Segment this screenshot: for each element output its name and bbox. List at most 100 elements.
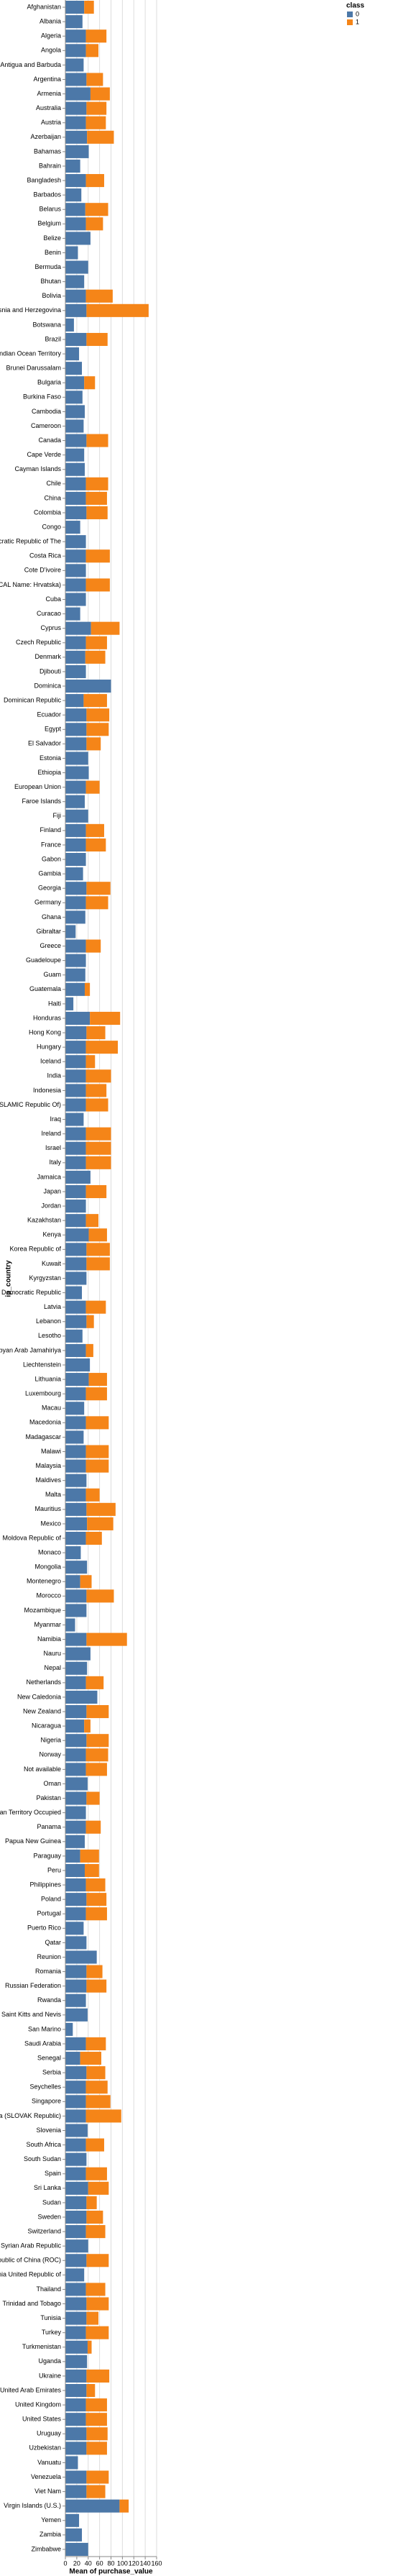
y-tick-label: Bangladesh xyxy=(27,176,61,183)
bar xyxy=(65,2383,87,2398)
bar xyxy=(65,1502,87,1516)
bar xyxy=(85,2095,111,2109)
y-tick-label: Algeria xyxy=(41,32,61,40)
y-tick-label: Austria xyxy=(41,119,61,126)
bar xyxy=(85,896,108,910)
y-tick-label: Benin xyxy=(45,249,61,256)
bar xyxy=(65,2095,86,2109)
bar xyxy=(65,1604,87,1617)
y-tick-label: Mongolia xyxy=(34,1563,61,1571)
y-tick-label: Kuwait xyxy=(42,1260,62,1267)
y-tick-label: Cuba xyxy=(45,595,61,603)
bar xyxy=(85,491,107,505)
bar xyxy=(86,2311,99,2325)
y-tick-label: Tanzania United Republic of xyxy=(0,2271,61,2278)
y-tick-label: China xyxy=(44,494,61,501)
bar xyxy=(86,1315,94,1328)
y-tick-label: Iraq xyxy=(50,1115,61,1123)
bar xyxy=(65,1965,87,1978)
bar xyxy=(85,1416,109,1430)
x-tick-label: 100 xyxy=(117,2559,128,2567)
bar xyxy=(65,1863,85,1878)
y-tick-label: Botswana xyxy=(32,321,61,328)
bar xyxy=(85,2138,104,2152)
y-tick-label: Uganda xyxy=(38,2357,61,2365)
bar xyxy=(65,2138,86,2152)
x-tick-label: 160 xyxy=(151,2559,162,2567)
y-tick-label: Philippines xyxy=(29,1881,61,1888)
bar xyxy=(86,737,101,751)
y-tick-label: Brunei Darussalam xyxy=(6,365,61,372)
bar xyxy=(65,939,86,953)
bar xyxy=(88,1373,107,1387)
bar xyxy=(65,1373,89,1387)
bar xyxy=(85,2413,107,2426)
bar xyxy=(65,506,87,520)
bar xyxy=(65,1531,86,1545)
y-tick-label: El Salvador xyxy=(28,740,61,747)
bar xyxy=(65,2485,87,2498)
bar xyxy=(86,1705,109,1719)
bar xyxy=(86,1965,103,1978)
bar xyxy=(65,968,85,982)
bar xyxy=(119,2499,129,2513)
bar xyxy=(65,390,83,404)
bar xyxy=(86,303,149,317)
y-tick-label: European Union xyxy=(14,783,61,790)
y-tick-label: Maldives xyxy=(35,1476,61,1484)
y-tick-label: Brazil xyxy=(45,335,61,342)
bar xyxy=(65,838,86,851)
y-tick-label: Syrian Arab Republic xyxy=(1,2242,62,2250)
y-tick-label: Nigeria xyxy=(40,1737,61,1744)
bar xyxy=(65,2210,87,2224)
y-tick-label: Taiwan; Republic of China (ROC) xyxy=(0,2257,61,2264)
bar xyxy=(65,1835,85,1848)
bar xyxy=(65,2239,88,2253)
y-tick-label: Romania xyxy=(35,1968,61,1975)
y-tick-label: Papua New Guinea xyxy=(5,1837,61,1845)
bar xyxy=(85,838,106,851)
bar xyxy=(65,2081,86,2094)
bar xyxy=(65,448,85,462)
y-tick-label: Mozambique xyxy=(24,1607,61,1614)
y-tick-label: Singapore xyxy=(32,2098,61,2105)
y-tick-label: Guadeloupe xyxy=(26,956,61,964)
bar xyxy=(85,578,110,592)
y-tick-label: Russian Federation xyxy=(5,1982,61,1989)
bar xyxy=(65,232,91,245)
bar xyxy=(65,1791,87,1805)
bar xyxy=(65,1084,86,1097)
y-tick-label: Liechtenstein xyxy=(23,1361,61,1368)
bar xyxy=(65,1705,87,1719)
x-tick-label: 0 xyxy=(63,2559,67,2567)
bar xyxy=(65,1,85,14)
y-tick-label: San Marino xyxy=(28,2025,61,2032)
y-tick-label: Uruguay xyxy=(37,2430,62,2437)
bar xyxy=(65,1488,86,1502)
bar xyxy=(85,1445,109,1458)
y-tick-label: British Indian Ocean Territory xyxy=(0,350,61,357)
y-tick-label: Montenegro xyxy=(27,1578,61,1585)
bar xyxy=(65,1286,83,1300)
y-tick-label: Pakistan xyxy=(36,1794,61,1801)
bar xyxy=(85,1763,107,1776)
bar xyxy=(85,939,101,953)
legend-swatch xyxy=(347,19,353,25)
y-tick-label: Switzerland xyxy=(27,2227,61,2234)
legend-label: 0 xyxy=(356,10,359,17)
y-tick-label: Seychelles xyxy=(29,2083,61,2091)
bar xyxy=(86,708,110,722)
bar xyxy=(65,2066,87,2080)
y-tick-label: Antigua and Barbuda xyxy=(0,61,61,68)
bar xyxy=(65,1228,89,1242)
y-tick-label: Zambia xyxy=(40,2531,61,2538)
bar xyxy=(85,2167,107,2180)
bar xyxy=(86,1734,109,1748)
bar xyxy=(86,2254,109,2267)
y-tick-label: Armenia xyxy=(37,90,61,97)
bar xyxy=(65,1430,84,1444)
bar xyxy=(85,477,108,490)
bar xyxy=(85,1907,107,1921)
bar xyxy=(65,694,84,708)
y-tick-label: Netherlands xyxy=(26,1678,61,1686)
